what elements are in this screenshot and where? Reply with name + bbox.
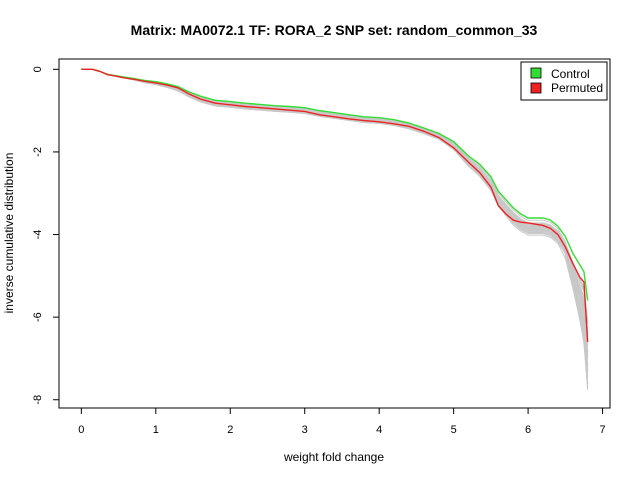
permutation-line [81, 68, 589, 346]
y-tick-label: -4 [32, 230, 44, 240]
legend-label-permuted: Permuted [551, 81, 603, 95]
permutation-line [81, 68, 589, 332]
permutation-line [81, 68, 589, 333]
permutation-line [81, 68, 589, 351]
x-tick-label: 3 [302, 424, 308, 436]
permutation-line [81, 68, 589, 340]
y-tick-label: 0 [32, 66, 44, 72]
series-line-permuted [81, 68, 589, 342]
plot-frame [58, 58, 611, 409]
x-tick-label: 7 [599, 424, 605, 436]
y-axis: 0 -2 -4 -6 -8 [32, 66, 59, 405]
permutation-line [81, 68, 589, 341]
permutation-line [81, 68, 589, 334]
x-axis: 0 1 2 3 4 5 6 7 [78, 408, 606, 436]
x-tick-label: 6 [525, 424, 531, 436]
permutation-line [81, 68, 589, 335]
series-lines [81, 68, 589, 342]
x-tick-label: 0 [78, 424, 84, 436]
permutation-line [81, 68, 589, 332]
permutation-line [81, 68, 589, 335]
chart-title: Matrix: MA0072.1 TF: RORA_2 SNP set: ran… [131, 22, 538, 38]
y-tick-label: -2 [32, 147, 44, 157]
permutation-line [81, 68, 589, 324]
permutation-line [81, 68, 589, 322]
x-tick-label: 5 [451, 424, 457, 436]
x-tick-label: 2 [227, 424, 233, 436]
legend-label-control: Control [551, 67, 590, 81]
permutation-line [81, 68, 589, 341]
permutation-line [81, 68, 589, 324]
x-tick-label: 1 [153, 424, 159, 436]
y-axis-label: inverse cumulative distribution [2, 153, 16, 314]
x-tick-label: 4 [376, 424, 382, 436]
legend-swatch-control [530, 67, 542, 79]
y-tick-label: -8 [32, 395, 44, 405]
series-line-control [81, 68, 589, 301]
permutation-line [81, 68, 589, 335]
permutation-line [81, 68, 589, 339]
x-axis-label: weight fold change [283, 450, 384, 464]
legend: Control Permuted [520, 61, 608, 101]
y-tick-label: -6 [32, 312, 44, 322]
legend-swatch-permuted [530, 82, 542, 94]
